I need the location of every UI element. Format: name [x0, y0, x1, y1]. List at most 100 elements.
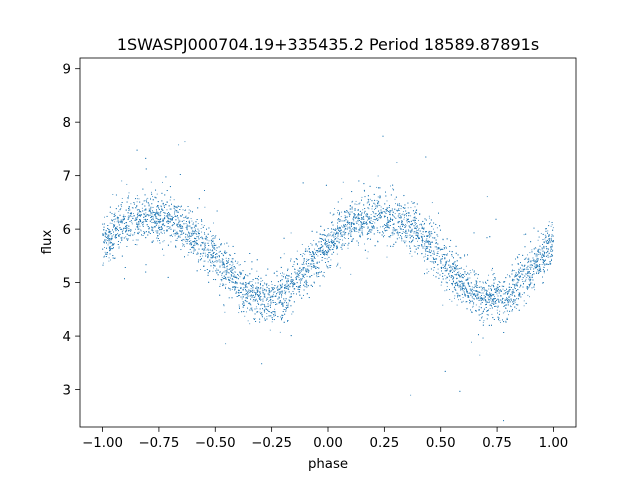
- data-point: [156, 193, 158, 195]
- data-point: [216, 261, 218, 263]
- data-point: [508, 274, 510, 276]
- data-point: [535, 266, 536, 268]
- data-point: [533, 265, 535, 267]
- data-point: [415, 231, 417, 233]
- data-point: [256, 270, 258, 272]
- data-point: [215, 250, 217, 251]
- data-point: [144, 219, 146, 221]
- data-point: [415, 212, 417, 214]
- data-point: [321, 250, 323, 252]
- data-point: [164, 215, 165, 217]
- data-point: [189, 237, 191, 239]
- data-point: [537, 266, 539, 267]
- data-point: [326, 236, 328, 238]
- data-point: [485, 296, 486, 298]
- data-point: [456, 278, 458, 280]
- data-point: [251, 281, 253, 282]
- data-point: [201, 236, 203, 238]
- data-point: [505, 320, 507, 322]
- data-point: [222, 254, 224, 256]
- data-point: [331, 243, 333, 245]
- data-point: [274, 291, 276, 293]
- data-point: [327, 245, 329, 246]
- data-point: [196, 233, 198, 235]
- data-point: [316, 262, 318, 264]
- data-point: [255, 306, 257, 308]
- data-point: [387, 225, 389, 227]
- data-point: [347, 226, 349, 228]
- data-point: [333, 240, 335, 242]
- data-point: [394, 198, 396, 200]
- data-point: [399, 213, 401, 215]
- data-point: [453, 271, 455, 273]
- data-point: [488, 288, 490, 290]
- data-point: [302, 252, 304, 254]
- data-point: [422, 246, 424, 248]
- data-point: [184, 210, 186, 211]
- data-point: [285, 311, 287, 312]
- data-point: [486, 196, 488, 198]
- data-point: [324, 254, 325, 256]
- data-point: [476, 286, 478, 288]
- data-point: [548, 239, 550, 241]
- data-point: [214, 247, 215, 249]
- data-point: [493, 301, 495, 303]
- data-point: [239, 290, 240, 292]
- data-point: [232, 278, 233, 279]
- data-point: [350, 233, 352, 235]
- data-point: [145, 215, 147, 217]
- data-point: [495, 290, 497, 292]
- data-point: [200, 228, 202, 229]
- data-point: [233, 274, 235, 276]
- data-point: [361, 226, 363, 228]
- data-point: [309, 276, 311, 278]
- data-point: [486, 314, 488, 315]
- data-point: [283, 290, 285, 292]
- data-point: [527, 294, 529, 296]
- data-point: [189, 232, 191, 234]
- data-point: [472, 305, 474, 307]
- data-point: [151, 216, 153, 217]
- data-point: [496, 290, 498, 292]
- data-point: [480, 314, 482, 315]
- data-point: [138, 215, 140, 217]
- data-point: [440, 262, 441, 264]
- data-point: [543, 242, 545, 244]
- data-point: [238, 264, 240, 266]
- data-point: [231, 281, 233, 283]
- data-point: [536, 257, 538, 259]
- data-point: [530, 260, 532, 262]
- data-point: [450, 267, 452, 269]
- data-point: [150, 206, 152, 208]
- data-point: [496, 293, 498, 295]
- data-point: [191, 246, 193, 248]
- data-point: [155, 212, 157, 214]
- data-point: [205, 254, 207, 256]
- data-point: [252, 288, 254, 290]
- data-point: [371, 225, 373, 227]
- data-point: [346, 225, 348, 227]
- data-point: [169, 212, 170, 214]
- data-point: [137, 212, 139, 214]
- data-point: [291, 279, 293, 281]
- data-point: [462, 290, 464, 292]
- data-point: [432, 228, 434, 230]
- data-point: [152, 216, 154, 218]
- data-point: [207, 261, 209, 263]
- data-point: [232, 275, 234, 277]
- data-point: [128, 228, 130, 229]
- data-point: [287, 288, 289, 290]
- data-point: [480, 292, 482, 294]
- data-point: [108, 234, 110, 236]
- data-point: [541, 255, 543, 257]
- data-point: [346, 224, 348, 225]
- data-point: [394, 213, 396, 215]
- data-point: [347, 227, 349, 229]
- data-point: [505, 308, 507, 310]
- data-point: [393, 223, 395, 225]
- data-point: [130, 203, 132, 205]
- data-point: [464, 275, 466, 277]
- data-point: [281, 294, 283, 296]
- data-point: [361, 233, 363, 235]
- data-point: [481, 316, 483, 318]
